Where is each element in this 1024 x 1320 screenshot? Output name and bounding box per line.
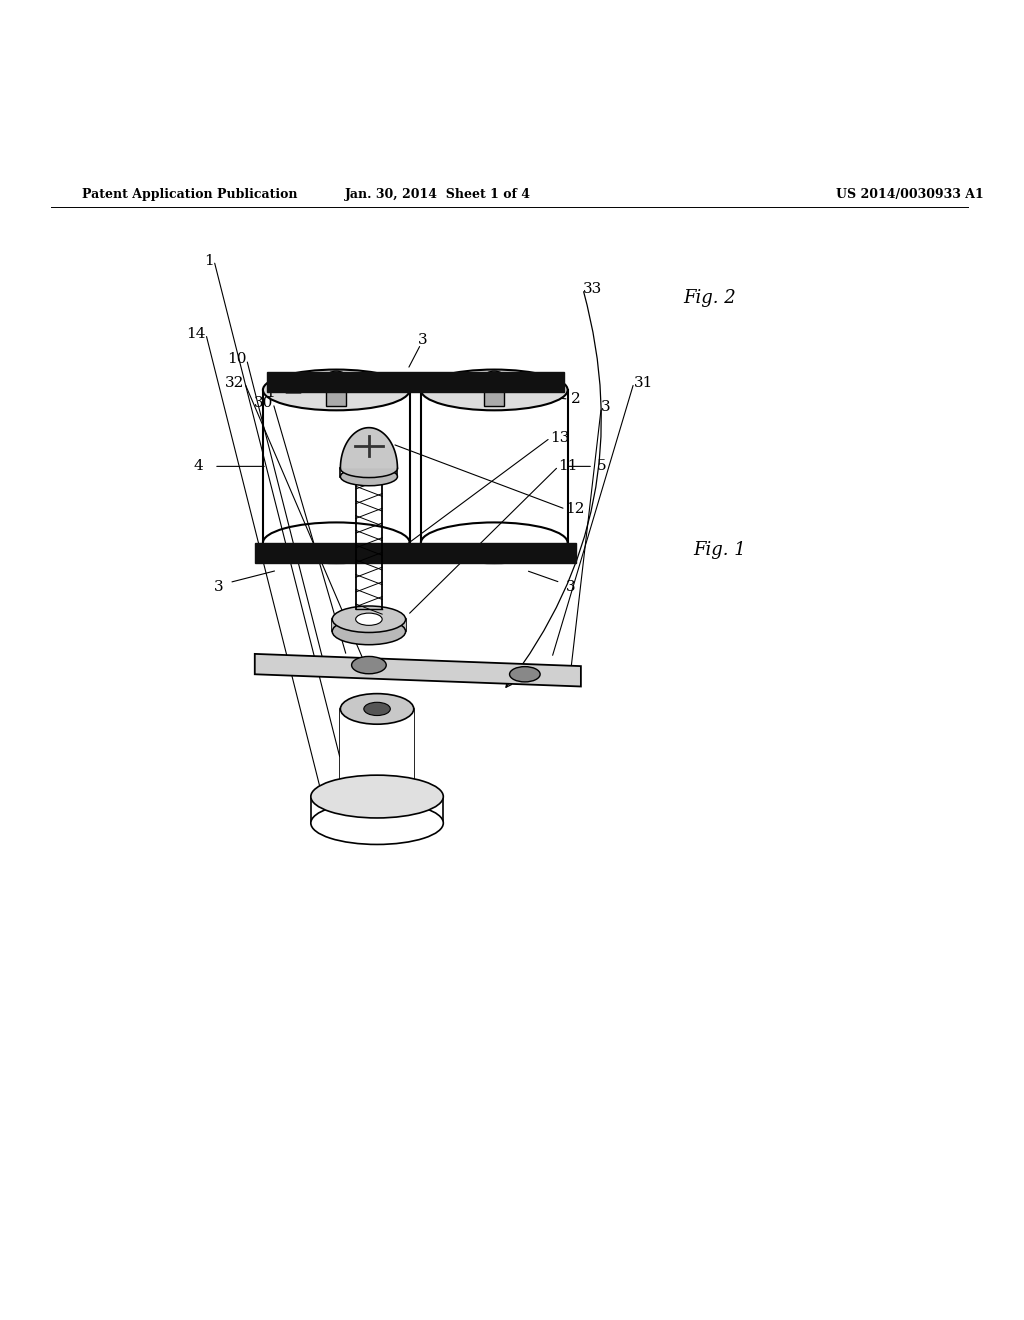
Text: 31: 31 [634, 376, 653, 389]
Text: 2: 2 [571, 392, 581, 407]
Text: 3: 3 [601, 400, 611, 414]
Bar [421, 389, 567, 543]
Ellipse shape [263, 370, 410, 411]
Bar [332, 619, 406, 631]
Bar [484, 378, 505, 407]
Text: 3: 3 [214, 579, 224, 594]
Bar [263, 389, 410, 543]
Text: 32: 32 [225, 376, 245, 389]
Ellipse shape [340, 459, 397, 478]
Ellipse shape [332, 618, 406, 644]
Ellipse shape [364, 702, 390, 715]
Ellipse shape [340, 693, 414, 725]
Text: 10: 10 [227, 352, 247, 367]
Polygon shape [255, 653, 581, 686]
Bar [267, 372, 563, 392]
Ellipse shape [340, 467, 397, 486]
Text: 12: 12 [565, 502, 585, 516]
Text: 3: 3 [418, 333, 428, 347]
Ellipse shape [311, 801, 443, 845]
Text: Patent Application Publication: Patent Application Publication [82, 187, 297, 201]
Text: Fig. 1: Fig. 1 [693, 541, 745, 558]
Ellipse shape [326, 371, 346, 384]
Ellipse shape [484, 371, 505, 384]
Text: 1: 1 [204, 253, 214, 268]
Ellipse shape [332, 606, 406, 632]
Text: 5: 5 [596, 459, 606, 474]
Ellipse shape [311, 775, 443, 818]
Ellipse shape [510, 667, 540, 682]
Text: 11: 11 [558, 459, 578, 474]
Ellipse shape [421, 370, 567, 411]
Ellipse shape [355, 612, 382, 626]
Text: 14: 14 [186, 327, 206, 341]
Text: 13: 13 [550, 430, 569, 445]
Ellipse shape [351, 656, 386, 673]
Text: 4: 4 [194, 459, 204, 474]
Bar [340, 709, 414, 801]
Text: 33: 33 [583, 282, 602, 296]
Text: US 2014/0030933 A1: US 2014/0030933 A1 [836, 187, 983, 201]
Ellipse shape [421, 523, 567, 564]
Bar [326, 378, 346, 407]
Bar [255, 543, 575, 564]
Text: Jan. 30, 2014  Sheet 1 of 4: Jan. 30, 2014 Sheet 1 of 4 [345, 187, 531, 201]
Ellipse shape [263, 523, 410, 564]
Text: 1: 1 [265, 385, 274, 400]
Polygon shape [340, 428, 397, 469]
Text: Fig. 2: Fig. 2 [683, 289, 735, 308]
Text: 3: 3 [566, 579, 575, 594]
Text: 30: 30 [254, 396, 273, 411]
